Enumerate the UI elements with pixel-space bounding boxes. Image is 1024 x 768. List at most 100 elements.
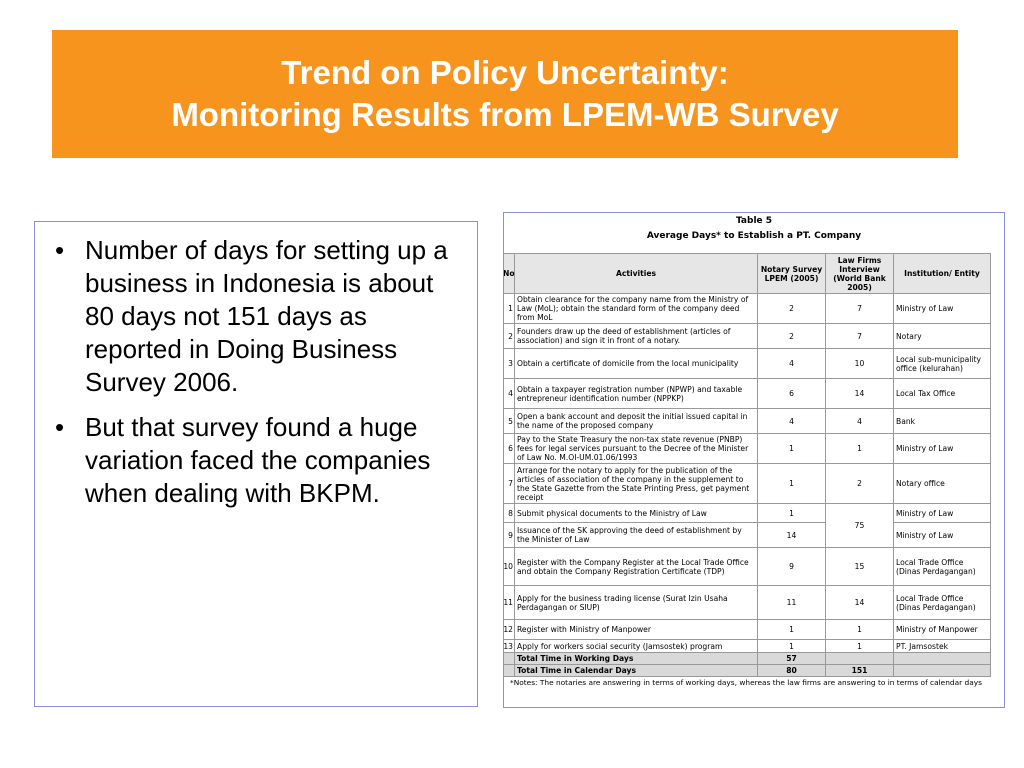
total-label: Total Time in Working Days	[514, 652, 758, 665]
table-image-frame: Table 5 Average Days* to Establish a PT.…	[503, 212, 1005, 708]
row-no: 3	[504, 348, 515, 379]
row-activity: Obtain clearance for the company name fr…	[514, 293, 758, 324]
row-inst: Bank	[893, 408, 991, 434]
header-no: No	[504, 253, 515, 294]
row-inst: Local sub-municipality office (kelurahan…	[893, 348, 991, 379]
row-activity: Founders draw up the deed of establishme…	[514, 323, 758, 349]
bullet-text: Number of days for setting up a business…	[85, 235, 448, 397]
row-inst: Local Trade Office (Dinas Perdagangan)	[893, 547, 991, 586]
table-row: 2 Founders draw up the deed of establishm…	[504, 323, 991, 349]
title-banner: Trend on Policy Uncertainty: Monitoring …	[52, 30, 958, 158]
row-notary: 1	[757, 463, 826, 504]
total-label: Total Time in Calendar Days	[514, 664, 758, 677]
row-activity: Obtain a taxpayer registration number (N…	[514, 378, 758, 409]
row-no: 1	[504, 293, 515, 324]
slide-title-line-2: Monitoring Results from LPEM-WB Survey	[171, 96, 839, 133]
header-activities: Activities	[514, 253, 758, 294]
total-notary: 57	[757, 652, 826, 665]
row-law: 15	[825, 547, 894, 586]
bullet-dot-icon: •	[55, 235, 65, 265]
row-no: 7	[504, 463, 515, 504]
header-institution: Institution/ Entity	[893, 253, 991, 294]
row-activity: Apply for the business trading license (…	[514, 585, 758, 620]
slide-title-line-1: Trend on Policy Uncertainty:	[281, 54, 729, 91]
row-activity: Submit physical documents to the Ministr…	[514, 503, 758, 523]
row-notary: 1	[757, 639, 826, 653]
table-footnote: *Notes: The notaries are answering in te…	[510, 678, 982, 687]
row-law: 7	[825, 293, 894, 324]
table-header-row: No Activities Notary Survey LPEM (2005) …	[504, 253, 991, 294]
row-notary: 1	[757, 433, 826, 464]
row-law: 75	[825, 503, 894, 548]
bullet-item: • Number of days for setting up a busines…	[45, 234, 467, 399]
row-notary: 6	[757, 378, 826, 409]
row-activity: Arrange for the notary to apply for the …	[514, 463, 758, 504]
total-law: 151	[825, 664, 894, 677]
bullet-text: But that survey found a huge variation f…	[85, 412, 431, 508]
row-law: 14	[825, 585, 894, 620]
row-inst: Local Tax Office	[893, 378, 991, 409]
total-row: Total Time in Calendar Days 80 151	[504, 664, 991, 677]
row-inst: Ministry of Law	[893, 433, 991, 464]
row-no: 2	[504, 323, 515, 349]
header-notary: Notary Survey LPEM (2005)	[757, 253, 826, 294]
row-activity: Issuance of the SK approving the deed of…	[514, 522, 758, 548]
bullet-dot-icon: •	[55, 412, 65, 442]
table-row: 8 Submit physical documents to the Minist…	[504, 503, 991, 548]
header-lawfirm: Law Firms Interview (World Bank 2005)	[825, 253, 894, 294]
bullet-item: • But that survey found a huge variation …	[45, 411, 467, 510]
total-law	[825, 652, 894, 665]
row-notary: 14	[757, 522, 826, 548]
row-notary: 1	[757, 503, 826, 523]
row-law: 10	[825, 348, 894, 379]
table-row: 12 Register with Ministry of Manpower 1 1 Mi…	[504, 619, 991, 640]
row-notary: 9	[757, 547, 826, 586]
row-inst: Notary	[893, 323, 991, 349]
row-activity: Pay to the State Treasury the non-tax st…	[514, 433, 758, 464]
row-law: 1	[825, 433, 894, 464]
row-no: 8	[504, 503, 515, 523]
row-notary: 2	[757, 323, 826, 349]
row-activity: Obtain a certificate of domicile from th…	[514, 348, 758, 379]
row-law: 2	[825, 463, 894, 504]
table-row: 11 Apply for the business trading license…	[504, 585, 991, 620]
row-no: 9	[504, 522, 515, 548]
total-row: Total Time in Working Days 57	[504, 652, 991, 665]
row-no: 11	[504, 585, 515, 620]
table-row: 10 Register with the Company Register at …	[504, 547, 991, 586]
table-row: 7 Arrange for the notary to apply for the…	[504, 463, 991, 504]
row-no: 13	[504, 639, 515, 653]
row-inst: Ministry of Manpower	[893, 619, 991, 640]
row-inst: PT. Jamsostek	[893, 639, 991, 653]
row-inst: Local Trade Office (Dinas Perdagangan)	[893, 585, 991, 620]
table-row: 13 Apply for workers social security (Jam…	[504, 639, 991, 653]
table-row: 9 Issuance of the SK approving the deed o…	[504, 522, 991, 548]
row-activity: Apply for workers social security (Jamso…	[514, 639, 758, 653]
row-inst: Notary office	[893, 463, 991, 504]
row-activity: Register with the Company Register at th…	[514, 547, 758, 586]
row-notary: 11	[757, 585, 826, 620]
row-no: 12	[504, 619, 515, 640]
bullet-box: • Number of days for setting up a busines…	[34, 221, 478, 707]
row-law: 7	[825, 323, 894, 349]
row-law: 1	[825, 639, 894, 653]
table-row: 4 Obtain a taxpayer registration number (…	[504, 378, 991, 409]
row-inst: Ministry of Law	[893, 503, 991, 523]
total-notary: 80	[757, 664, 826, 677]
table-row: 6 Pay to the State Treasury the non-tax s…	[504, 433, 991, 464]
row-law: 1	[825, 619, 894, 640]
row-inst: Ministry of Law	[893, 522, 991, 548]
row-notary: 4	[757, 408, 826, 434]
row-notary: 2	[757, 293, 826, 324]
days-table: No Activities Notary Survey LPEM (2005) …	[504, 253, 991, 677]
table-row: 3 Obtain a certificate of domicile from t…	[504, 348, 991, 379]
table-caption: Table 5	[735, 216, 773, 226]
row-notary: 4	[757, 348, 826, 379]
row-no: 4	[504, 378, 515, 409]
row-activity: Open a bank account and deposit the init…	[514, 408, 758, 434]
row-notary: 1	[757, 619, 826, 640]
table-row: 5 Open a bank account and deposit the ini…	[504, 408, 991, 434]
row-no: 6	[504, 433, 515, 464]
table-subtitle: Average Days* to Establish a PT. Company	[646, 231, 862, 241]
row-inst: Ministry of Law	[893, 293, 991, 324]
